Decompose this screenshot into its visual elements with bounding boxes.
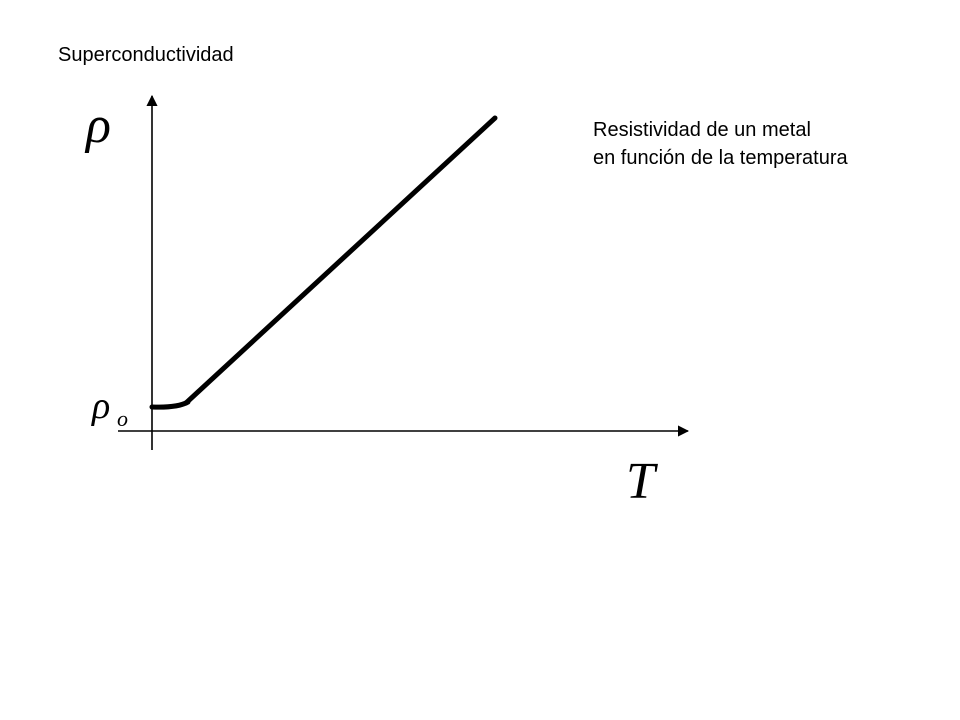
slide-title: Superconductividad [58,44,234,66]
residual-resistivity-subscript: o [117,406,128,431]
diagram-caption: Resistividad de un metal en función de l… [593,116,848,172]
linear-resistivity-curve [183,115,498,406]
residual-resistivity-curve [149,399,191,410]
residual-resistivity-symbol: ρ [91,385,110,427]
caption-line-2: en función de la temperatura [593,147,848,169]
caption-line-1: Resistividad de un metal [593,119,811,141]
y-axis-symbol: ρ [84,97,111,154]
x-axis-symbol: T [626,453,658,510]
